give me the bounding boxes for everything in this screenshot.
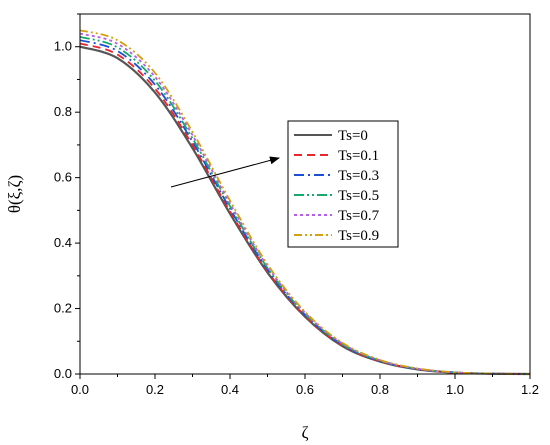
legend-label: Ts=0.7: [338, 208, 380, 224]
legend-label: Ts=0.5: [338, 188, 379, 204]
y-tick-label: 0.0: [54, 366, 72, 381]
arrow-line: [170, 156, 280, 188]
plot-lines: [79, 29, 531, 376]
x-tick-label: 1.0: [446, 382, 464, 397]
y-tick-label: 0.6: [54, 170, 72, 185]
x-tick-label: 0.2: [146, 382, 164, 397]
x-tick-label: 1.2: [521, 382, 539, 397]
x-tick-label: 0.8: [371, 382, 389, 397]
y-axis-title: θ(ξ,ζ): [5, 175, 24, 213]
legend-label: Ts=0.3: [338, 168, 379, 184]
legend-label: Ts=0.9: [338, 228, 379, 244]
legend-label: Ts=0.1: [338, 148, 379, 164]
y-tick-label: 0.4: [54, 235, 72, 250]
legend-box: [287, 120, 399, 248]
series-line-5: [79, 29, 531, 375]
x-axis: 0.0 0.2 0.4 0.6 0.8 1.0 1.2: [71, 374, 539, 397]
x-tick-label: 0.6: [296, 382, 314, 397]
legend: Ts=0 Ts=0.1 Ts=0.3 Ts=0.5 Ts=0.7 Ts=0.9: [287, 120, 399, 248]
legend-label: Ts=0: [338, 128, 368, 144]
y-tick-label: 0.2: [54, 301, 72, 316]
x-tick-label: 0.0: [71, 382, 89, 397]
increasing-ts-arrow: [170, 156, 280, 188]
x-axis-title: ζ: [301, 423, 308, 442]
y-tick-label: 0.8: [54, 104, 72, 119]
x-tick-label: 0.4: [221, 382, 239, 397]
y-tick-label: 1.0: [54, 39, 72, 54]
y-axis: 0.0 0.2 0.4 0.6 0.8 1.0: [54, 13, 80, 381]
